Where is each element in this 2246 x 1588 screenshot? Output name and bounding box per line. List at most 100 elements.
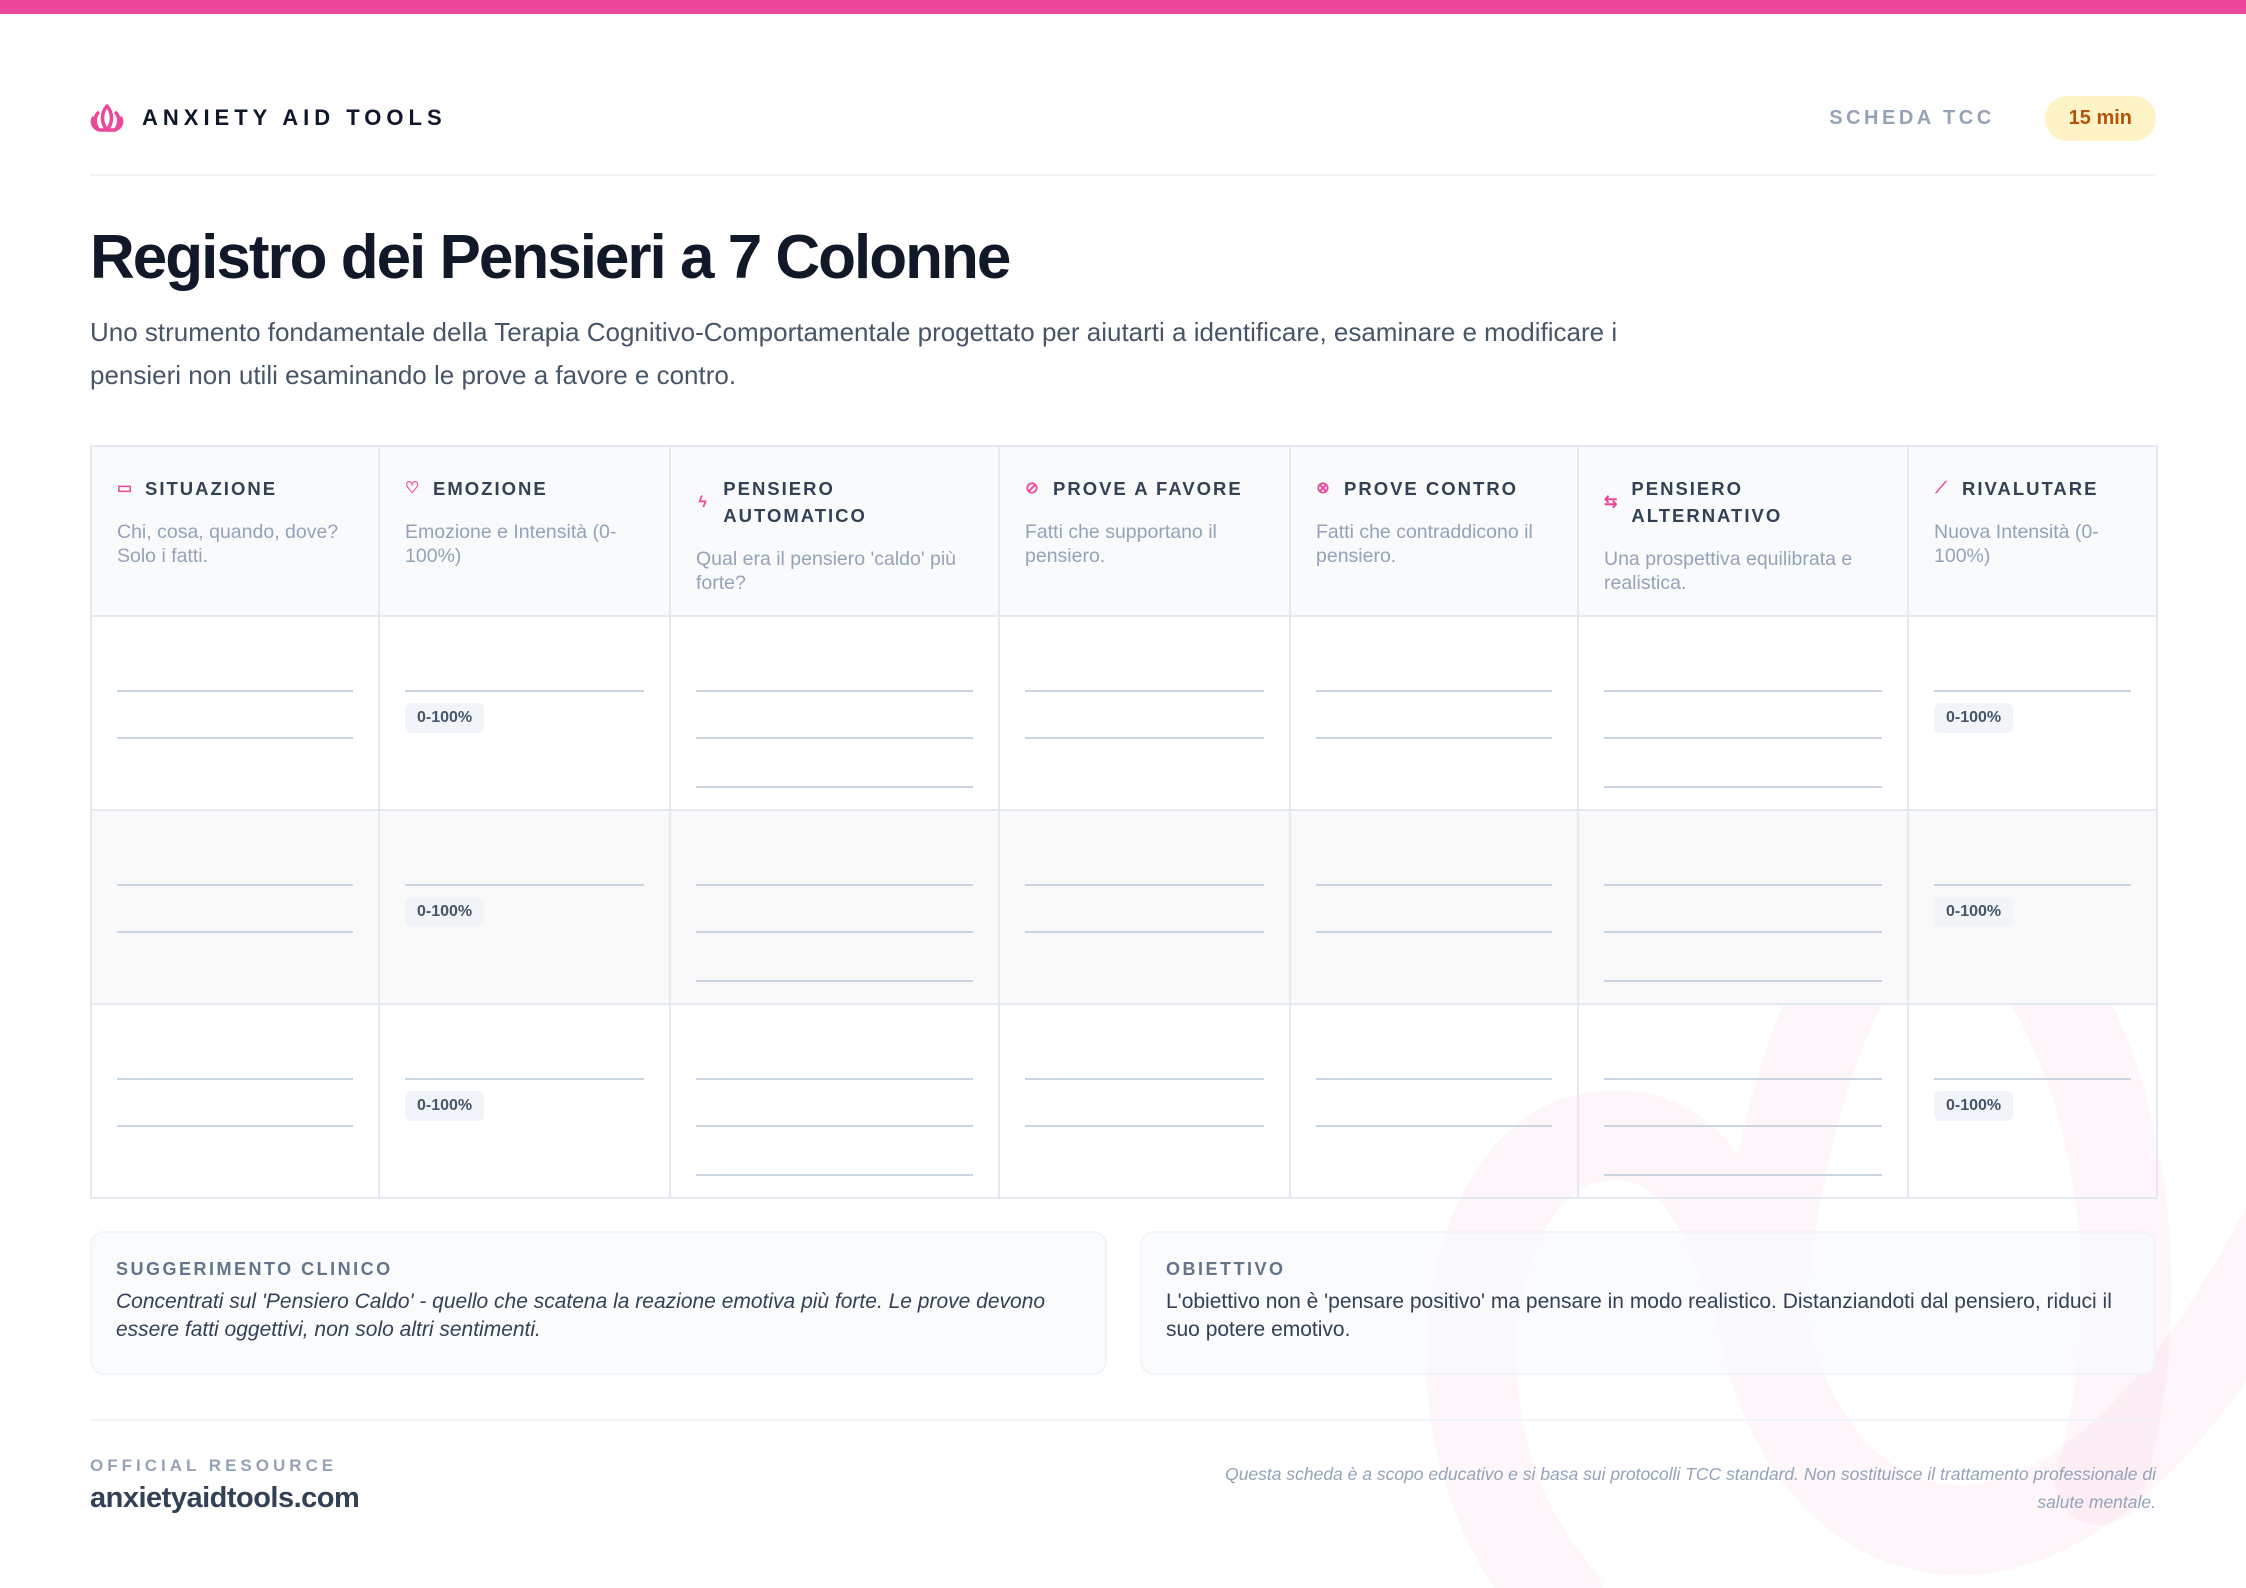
writing-line[interactable] [1604, 690, 1882, 692]
footer-disclaimer: Questa scheda è a scopo educativo e si b… [1225, 1464, 2156, 1512]
entry-cell[interactable] [669, 1003, 1000, 1199]
writing-line[interactable] [1025, 931, 1264, 933]
header: ANXIETY AID TOOLS SCHEDA TCC 15 min [90, 95, 2156, 141]
writing-line[interactable] [117, 737, 353, 739]
column-title: PENSIERO ALTERNATIVO [1631, 478, 1783, 526]
writing-line[interactable] [696, 884, 973, 886]
goal-title: OBIETTIVO [1166, 1259, 1286, 1279]
writing-line[interactable] [1604, 786, 1882, 788]
footer-divider [90, 1419, 2156, 1421]
writing-line[interactable] [696, 737, 973, 739]
writing-line[interactable] [1316, 931, 1552, 933]
writing-line[interactable] [696, 1078, 973, 1080]
writing-line[interactable] [696, 931, 973, 933]
footer-domain-link[interactable]: anxietyaidtools.com [90, 1482, 360, 1514]
header-divider [90, 174, 2156, 176]
brand-name: ANXIETY AID TOOLS [142, 105, 447, 130]
entry-cell[interactable] [998, 1003, 1291, 1199]
intensity-badge: 0-100% [405, 703, 485, 733]
chart-line-icon: ⟋ [1935, 480, 1949, 497]
writing-line[interactable] [1316, 737, 1552, 739]
writing-line[interactable] [1604, 931, 1882, 933]
intensity-badge: 0-100% [1934, 703, 2014, 733]
writing-line[interactable] [1316, 1078, 1552, 1080]
writing-line[interactable] [1934, 884, 2131, 886]
entry-cell[interactable]: 0-100% [1907, 1003, 2158, 1199]
writing-line[interactable] [1604, 884, 1882, 886]
entry-cell[interactable] [90, 1003, 380, 1199]
page-title: Registro dei Pensieri a 7 Colonne [90, 223, 1011, 292]
entry-cell[interactable] [1577, 615, 1909, 811]
goal-body: L'obiettivo non è 'pensare positivo' ma … [1166, 1290, 2112, 1341]
writing-line[interactable] [117, 690, 353, 692]
writing-line[interactable] [1025, 884, 1264, 886]
writing-line[interactable] [117, 931, 353, 933]
column-header-pensiero-automatico: ϟ PENSIERO AUTOMATICO Qual era il pensiero… [669, 445, 1000, 617]
writing-line[interactable] [1604, 1174, 1882, 1176]
entry-cell[interactable]: 0-100% [1907, 809, 2158, 1005]
column-header-emozione: ♡ EMOZIONE Emozione e Intensità (0-100%) [378, 445, 671, 617]
writing-line[interactable] [405, 884, 644, 886]
writing-line[interactable] [1934, 690, 2131, 692]
table-row: 0-100% 0-100% [90, 809, 2158, 1005]
entry-cell[interactable] [90, 615, 380, 811]
writing-line[interactable] [1025, 690, 1264, 692]
writing-line[interactable] [1316, 884, 1552, 886]
entry-cell[interactable] [90, 809, 380, 1005]
writing-line[interactable] [405, 690, 644, 692]
entry-cell[interactable]: 0-100% [378, 809, 671, 1005]
clinical-tip-body: Concentrati sul 'Pensiero Caldo' - quell… [116, 1290, 1046, 1341]
column-header-prove-a-favore: ⊘ PROVE A FAVORE Fatti che supportano il p… [998, 445, 1291, 617]
entry-cell[interactable] [1289, 809, 1579, 1005]
writing-line[interactable] [1025, 737, 1264, 739]
entry-cell[interactable]: 0-100% [378, 1003, 671, 1199]
entry-cell[interactable]: 0-100% [1907, 615, 2158, 811]
lotus-icon [90, 104, 124, 132]
table-row: 0-100% 0-100% [90, 615, 2158, 811]
writing-line[interactable] [696, 690, 973, 692]
x-circle-icon: ⊗ [1316, 480, 1332, 497]
writing-line[interactable] [117, 1078, 353, 1080]
entry-cell[interactable] [1289, 1003, 1579, 1199]
column-description: Una prospettiva equilibrata e realistica… [1604, 548, 1853, 594]
column-description: Qual era il pensiero 'caldo' più forte? [696, 548, 957, 594]
column-description: Nuova Intensità (0-100%) [1934, 521, 2099, 567]
writing-line[interactable] [1025, 1078, 1264, 1080]
writing-line[interactable] [1604, 1125, 1882, 1127]
writing-line[interactable] [1604, 1078, 1882, 1080]
duration-badge: 15 min [2044, 95, 2156, 141]
entry-cell[interactable] [669, 809, 1000, 1005]
writing-line[interactable] [696, 1174, 973, 1176]
entry-cell[interactable] [998, 809, 1291, 1005]
clinical-tip-title: SUGGERIMENTO CLINICO [116, 1259, 393, 1279]
swap-arrows-icon: ⇆ [1604, 493, 1620, 511]
intensity-badge: 0-100% [1934, 1091, 2014, 1121]
entry-cell[interactable] [669, 615, 1000, 811]
column-header-situazione: ▭ SITUAZIONE Chi, cosa, quando, dove? Solo… [90, 445, 380, 617]
writing-line[interactable] [1316, 690, 1552, 692]
entry-cell[interactable] [998, 615, 1291, 811]
writing-line[interactable] [696, 980, 973, 982]
column-description: Fatti che contraddicono il pensiero. [1316, 521, 1533, 567]
writing-line[interactable] [405, 1078, 644, 1080]
lightning-icon: ϟ [698, 493, 709, 511]
writing-line[interactable] [696, 786, 973, 788]
entry-cell[interactable] [1289, 615, 1579, 811]
writing-line[interactable] [1604, 980, 1882, 982]
writing-line[interactable] [696, 1125, 973, 1127]
footer-label: OFFICIAL RESOURCE [90, 1456, 338, 1475]
writing-line[interactable] [1025, 1125, 1264, 1127]
writing-line[interactable] [117, 1125, 353, 1127]
column-title: SITUAZIONE [145, 478, 278, 499]
writing-line[interactable] [117, 884, 353, 886]
entry-cell[interactable]: 0-100% [378, 615, 671, 811]
check-circle-icon: ⊘ [1025, 480, 1041, 497]
table-row: 0-100% 0-100% [90, 1003, 2158, 1199]
writing-line[interactable] [1316, 1125, 1552, 1127]
entry-cell[interactable] [1577, 809, 1909, 1005]
writing-line[interactable] [1934, 1078, 2131, 1080]
column-title: PROVE A FAVORE [1053, 478, 1243, 499]
writing-line[interactable] [1604, 737, 1882, 739]
intensity-badge: 0-100% [405, 897, 485, 927]
entry-cell[interactable] [1577, 1003, 1909, 1199]
